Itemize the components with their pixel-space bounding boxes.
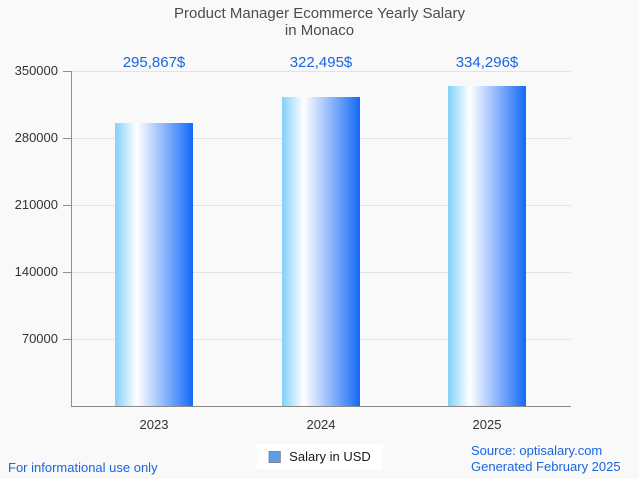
generated-date: Generated February 2025	[471, 459, 621, 474]
x-axis-label: 2023	[139, 417, 169, 432]
y-axis-label: 70000	[21, 331, 58, 346]
source-link[interactable]: Source: optisalary.com	[471, 443, 603, 458]
legend-marker-icon	[268, 450, 281, 463]
y-axis-line	[71, 71, 72, 406]
y-axis-tick	[63, 339, 71, 340]
chart-title-line2: in Monaco	[284, 22, 355, 39]
chart-title-line1: Product Manager Ecommerce Yearly Salary	[174, 5, 465, 22]
bar-2025[interactable]	[448, 86, 526, 406]
disclaimer-text: For informational use only	[8, 460, 158, 475]
y-axis-label: 280000	[14, 130, 58, 145]
y-axis-tick	[63, 138, 71, 139]
gridline	[72, 71, 571, 72]
y-axis-label: 140000	[14, 264, 58, 279]
legend-label: Salary in USD	[289, 449, 371, 464]
y-axis-label: 350000	[14, 63, 58, 78]
source-attribution: Source: optisalary.com Generated Februar…	[471, 443, 621, 475]
chart-title: Product Manager Ecommerce Yearly Salary …	[0, 5, 639, 39]
bar-value-label: 334,296$	[455, 54, 519, 71]
legend: Salary in USD	[256, 444, 383, 469]
bar-value-label: 322,495$	[289, 54, 353, 71]
y-axis-tick	[63, 205, 71, 206]
y-axis-label: 210000	[14, 197, 58, 212]
y-axis-tick	[63, 71, 71, 72]
y-axis-tick	[63, 272, 71, 273]
x-axis-label: 2025	[472, 417, 502, 432]
x-axis-label: 2024	[306, 417, 336, 432]
bar-2024[interactable]	[282, 97, 360, 406]
bar-2023[interactable]	[115, 123, 193, 406]
bar-value-label: 295,867$	[122, 54, 186, 71]
x-axis-line	[71, 406, 571, 407]
